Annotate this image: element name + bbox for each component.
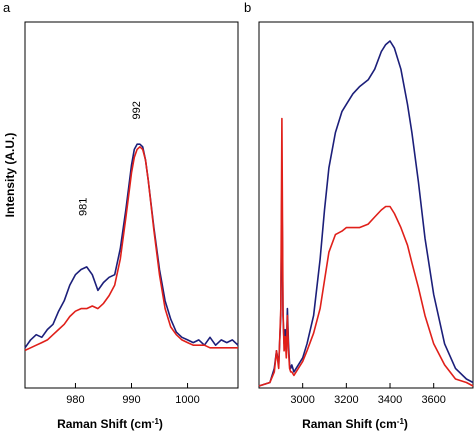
panel-a-series [24, 143, 239, 352]
x-tick-label: 3600 [421, 394, 445, 406]
red-series-line [258, 117, 474, 387]
panel-a: a 980 990 1000 981 992 Intensity (A.U.) Ram… [3, 0, 239, 432]
panel-a-annotations: 981 992 [78, 101, 143, 216]
panel-a-label: a [3, 0, 11, 15]
panel-b-x-ticks: 3000 3200 3400 3600 [290, 383, 446, 406]
panel-b-frame [258, 21, 474, 389]
x-tick-label: 1000 [175, 394, 199, 406]
x-tick-label: 990 [122, 394, 140, 406]
panel-b: b 3000 3200 3400 3600 Raman Shift (cm-1) [244, 0, 474, 432]
peak-annotation: 992 [131, 101, 143, 119]
panel-a-xlabel: Raman Shift (cm-1) [57, 417, 163, 432]
red-series-line [24, 146, 238, 352]
panel-b-label: b [244, 0, 251, 15]
panel-b-series [258, 40, 474, 387]
panel-a-x-ticks: 980 990 1000 [66, 383, 200, 406]
x-tick-label: 980 [66, 394, 84, 406]
panel-a-ylabel: Intensity (A.U.) [3, 133, 17, 218]
blue-series-line [258, 40, 474, 387]
x-tick-label: 3000 [290, 394, 314, 406]
peak-annotation: 981 [78, 198, 90, 216]
panel-b-xlabel: Raman Shift (cm-1) [302, 417, 408, 432]
panel-a-frame [24, 21, 239, 389]
blue-series-line [24, 143, 239, 349]
x-tick-label: 3200 [334, 394, 358, 406]
x-tick-label: 3400 [378, 394, 402, 406]
